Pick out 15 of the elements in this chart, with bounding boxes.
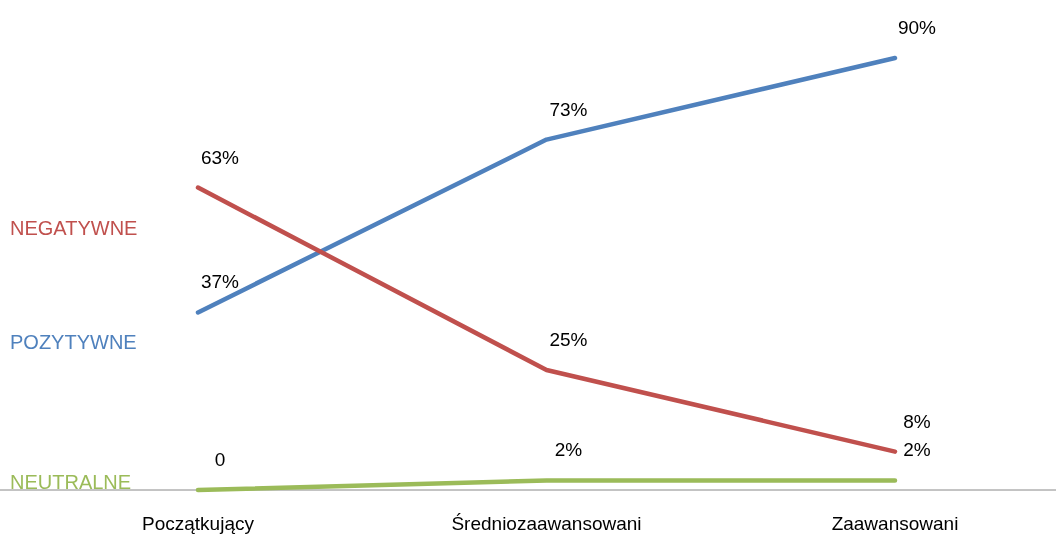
data-label: 25% (549, 329, 588, 350)
data-label: 37% (200, 271, 240, 293)
text: POZYTYWNE (10, 331, 137, 353)
x-tick-label: Zaawansowani (831, 513, 959, 534)
text: NEGATYWNE (10, 217, 138, 239)
data-label: 0 (214, 449, 226, 470)
data-label: 8% (903, 410, 931, 432)
data-label: 73% (549, 98, 588, 120)
data-label: 2% (554, 439, 583, 461)
x-tick-label: Średniozaawansowani (451, 513, 642, 534)
data-label: 2% (903, 439, 931, 461)
data-label: 90% (897, 17, 937, 38)
text: NEUTRALNE (10, 471, 132, 493)
data-label: 63% (200, 146, 240, 168)
x-tick-label: Początkujący (142, 513, 255, 534)
